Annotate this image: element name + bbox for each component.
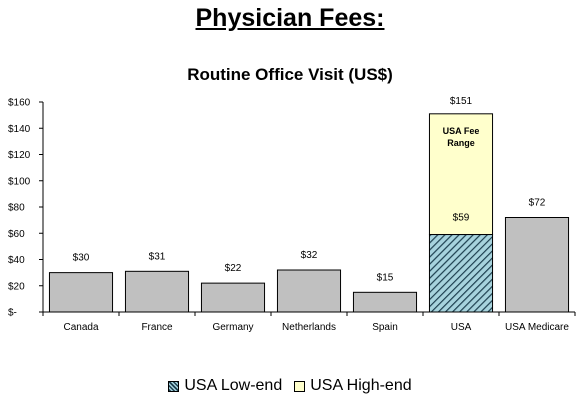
bars <box>48 113 570 313</box>
bar-chart: $- $20 $40 $60 $80 $100 $120 $140 $160 Canada $30… <box>8 96 576 333</box>
y-tick-label: $40 <box>8 255 25 266</box>
legend: USA Low-end USA High-end <box>0 377 580 395</box>
data-label-netherlands: $32 <box>301 250 318 261</box>
data-label-usa-low: $59 <box>453 213 470 224</box>
usa-fee-range-annotation: Range <box>447 138 475 148</box>
bar-netherlands <box>276 269 342 313</box>
x-tick-label-usa-medicare: USA Medicare <box>505 322 569 333</box>
bar-canada <box>48 272 114 313</box>
bar-spain <box>352 291 418 313</box>
chart-subtitle: Routine Office Visit (US$) <box>187 65 393 84</box>
usa-fee-range-annotation: USA Fee <box>443 126 480 136</box>
legend-swatch-low-end <box>168 380 180 392</box>
x-tick-label-usa: USA <box>451 322 472 333</box>
y-tick-label: $140 <box>8 124 31 135</box>
data-label-germany: $22 <box>225 263 242 274</box>
y-tick-label: $20 <box>8 281 25 292</box>
y-tick-label: $80 <box>8 203 25 214</box>
x-tick-label-canada: Canada <box>63 322 98 333</box>
y-tick-label: $- <box>8 308 17 319</box>
data-label-spain: $15 <box>377 272 394 283</box>
y-tick-label: $120 <box>8 150 31 161</box>
legend-item-high-end: USA High-end <box>294 377 412 395</box>
bar-usa-high-end <box>428 113 494 236</box>
data-label-france: $31 <box>149 251 166 262</box>
x-tick-label-netherlands: Netherlands <box>282 322 336 333</box>
data-label-canada: $30 <box>73 253 90 264</box>
x-tick-label-spain: Spain <box>372 322 398 333</box>
chart-title: Physician Fees: <box>195 4 385 32</box>
legend-swatch-high-end <box>294 380 306 392</box>
legend-item-low-end: USA Low-end <box>168 377 282 395</box>
data-label-usa-medicare: $72 <box>529 198 546 209</box>
bar-usa-low-end <box>428 234 494 313</box>
y-tick-label: $160 <box>8 98 31 109</box>
y-tick-label: $100 <box>8 176 31 187</box>
x-tick-label-germany: Germany <box>212 322 253 333</box>
legend-label-low-end: USA Low-end <box>184 377 283 394</box>
bar-france <box>124 270 190 313</box>
legend-label-high-end: USA High-end <box>310 377 412 394</box>
x-tick-label-france: France <box>141 322 173 333</box>
data-label-usa-high: $151 <box>450 96 473 107</box>
y-tick-label: $60 <box>8 229 25 240</box>
bar-germany <box>200 282 266 313</box>
bar-usa-medicare <box>504 217 570 313</box>
labels: Canada $30 France $31 Germany $22 Netherlands $… <box>63 96 569 333</box>
